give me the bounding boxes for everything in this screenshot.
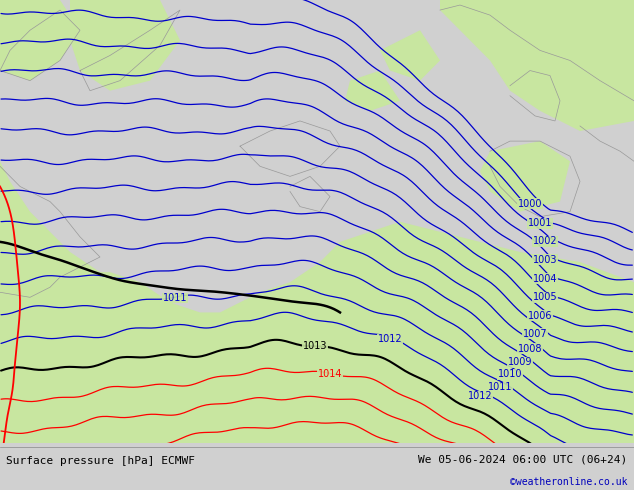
Text: 1012: 1012	[378, 334, 403, 344]
Polygon shape	[380, 30, 440, 81]
Text: 1014: 1014	[318, 369, 342, 379]
Text: We 05-06-2024 06:00 UTC (06+24): We 05-06-2024 06:00 UTC (06+24)	[418, 455, 628, 465]
Polygon shape	[0, 221, 634, 443]
Text: ©weatheronline.co.uk: ©weatheronline.co.uk	[510, 477, 628, 487]
Text: 1012: 1012	[468, 392, 493, 401]
Text: 1009: 1009	[508, 357, 533, 367]
Text: 1013: 1013	[303, 342, 327, 351]
Polygon shape	[0, 151, 100, 313]
Text: 1001: 1001	[527, 219, 552, 228]
Text: 1005: 1005	[533, 293, 557, 302]
Text: 1011: 1011	[163, 293, 187, 303]
Polygon shape	[480, 141, 570, 212]
Text: 1011: 1011	[488, 383, 512, 392]
Text: 1004: 1004	[533, 273, 557, 284]
Polygon shape	[345, 71, 400, 111]
Text: 1006: 1006	[527, 311, 552, 321]
Text: 1000: 1000	[518, 198, 542, 209]
Polygon shape	[70, 0, 180, 91]
Text: 1007: 1007	[522, 329, 547, 339]
Text: 1008: 1008	[518, 343, 542, 354]
Text: 1002: 1002	[533, 236, 557, 246]
Text: 1010: 1010	[498, 369, 522, 379]
Polygon shape	[440, 0, 634, 131]
Polygon shape	[0, 0, 80, 81]
Text: Surface pressure [hPa] ECMWF: Surface pressure [hPa] ECMWF	[6, 456, 195, 466]
Text: 1003: 1003	[533, 255, 557, 265]
